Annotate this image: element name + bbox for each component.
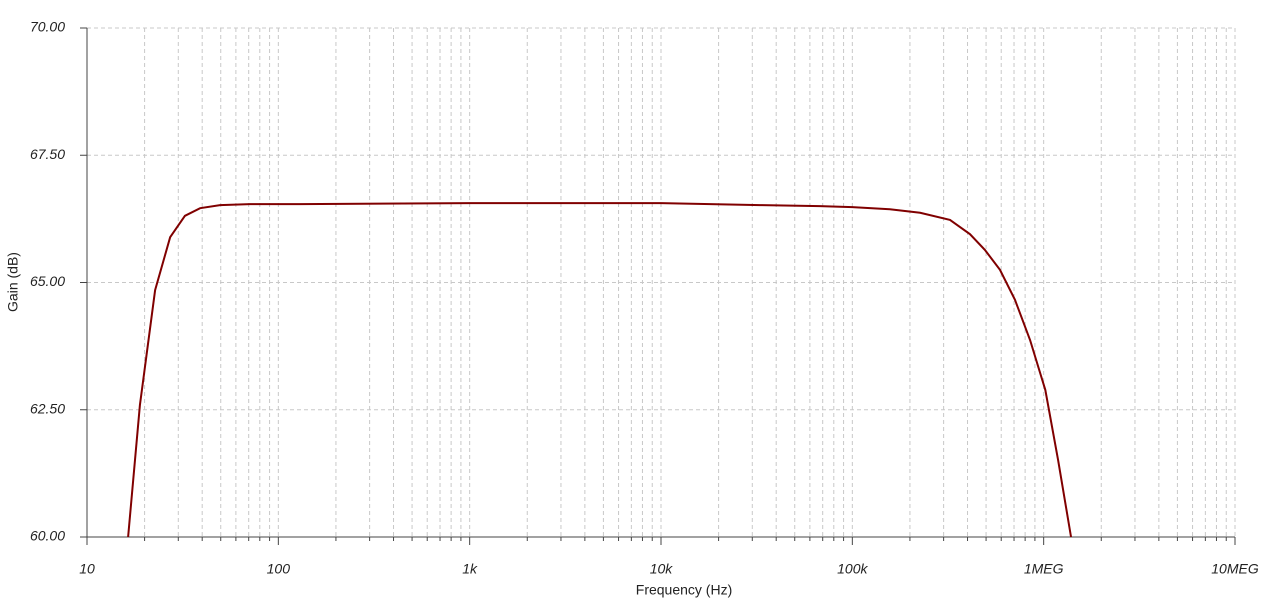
y-tick-label: 67.50 xyxy=(30,146,65,162)
y-tick-label: 62.50 xyxy=(30,400,65,416)
x-tick-label: 100 xyxy=(267,561,291,577)
x-tick-label: 10 xyxy=(79,561,95,577)
x-tick-label: 1MEG xyxy=(1024,561,1064,577)
x-tick-label: 10MEG xyxy=(1211,561,1259,577)
y-tick-label: 60.00 xyxy=(30,528,65,544)
x-axis-label: Frequency (Hz) xyxy=(636,582,732,598)
y-axis-label: Gain (dB) xyxy=(5,252,21,312)
x-tick-label: 100k xyxy=(837,561,868,577)
y-tick-label: 65.00 xyxy=(30,273,65,289)
x-tick-label: 10k xyxy=(650,561,674,577)
y-tick-label: 70.00 xyxy=(30,19,65,35)
x-tick-label: 1k xyxy=(462,561,478,577)
line-series xyxy=(127,202,1073,538)
